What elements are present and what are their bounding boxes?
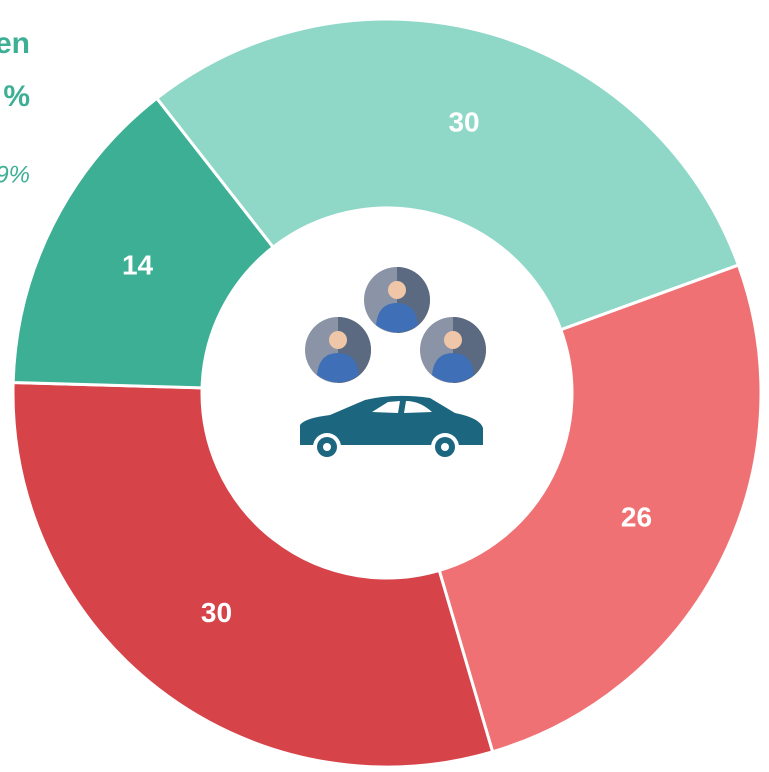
person (305, 317, 371, 383)
center-icon (300, 267, 486, 461)
car (300, 395, 483, 461)
data-label: 30 (448, 107, 479, 138)
labels: 30 26 30 14 (122, 107, 652, 628)
annotation: % (3, 80, 30, 113)
slice (154, 17, 741, 332)
data-label: 14 (122, 249, 154, 280)
slice (11, 96, 276, 390)
slice (437, 263, 763, 754)
slices (11, 17, 763, 769)
slice (11, 381, 495, 769)
annotation: 9% (0, 161, 30, 188)
data-label: 26 (621, 501, 652, 532)
person (364, 267, 430, 333)
data-label: 30 (201, 597, 232, 628)
annotation: en (0, 27, 30, 60)
person (420, 317, 486, 383)
